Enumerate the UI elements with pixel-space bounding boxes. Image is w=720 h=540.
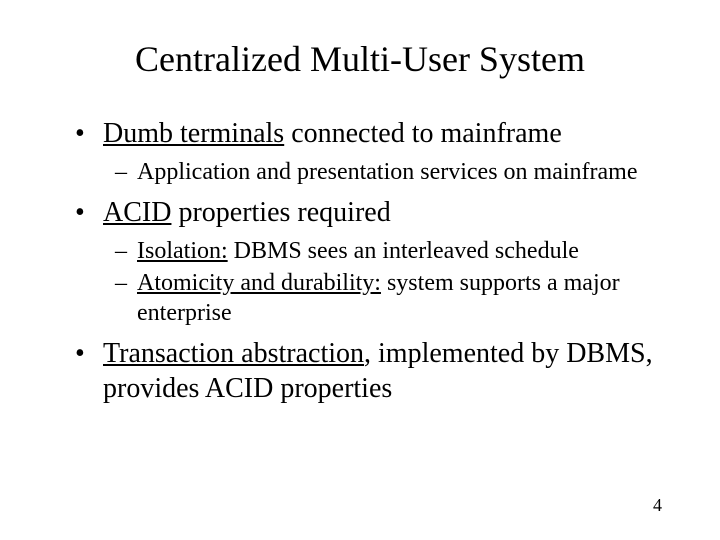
sub-text-underlined: Isolation: [137, 238, 228, 264]
bullet-text-underlined: Dumb terminals [103, 118, 284, 149]
bullet-text-suffix: connected to mainframe [284, 118, 562, 149]
sub-list: Application and presentation services on… [103, 157, 670, 187]
page-number: 4 [653, 495, 662, 516]
bullet-item: Transaction abstraction, implemented by … [75, 336, 670, 406]
sub-list: Isolation: DBMS sees an interleaved sche… [103, 236, 670, 328]
bullet-text-suffix: properties required [171, 197, 390, 228]
bullet-text-underlined: Transaction abstraction [103, 338, 364, 369]
sub-text-underlined: Atomicity and durability: [137, 270, 381, 296]
bullet-item: Dumb terminals connected to mainframe Ap… [75, 116, 670, 187]
sub-text-suffix: DBMS sees an interleaved schedule [228, 238, 579, 264]
sub-text: Application and presentation services on… [137, 159, 638, 185]
sub-item: Isolation: DBMS sees an interleaved sche… [115, 236, 670, 266]
bullet-item: ACID properties required Isolation: DBMS… [75, 195, 670, 328]
sub-item: Atomicity and durability: system support… [115, 268, 670, 328]
bullet-text-underlined: ACID [103, 197, 171, 228]
slide-title: Centralized Multi-User System [50, 38, 670, 80]
sub-item: Application and presentation services on… [115, 157, 670, 187]
bullet-list: Dumb terminals connected to mainframe Ap… [50, 116, 670, 406]
